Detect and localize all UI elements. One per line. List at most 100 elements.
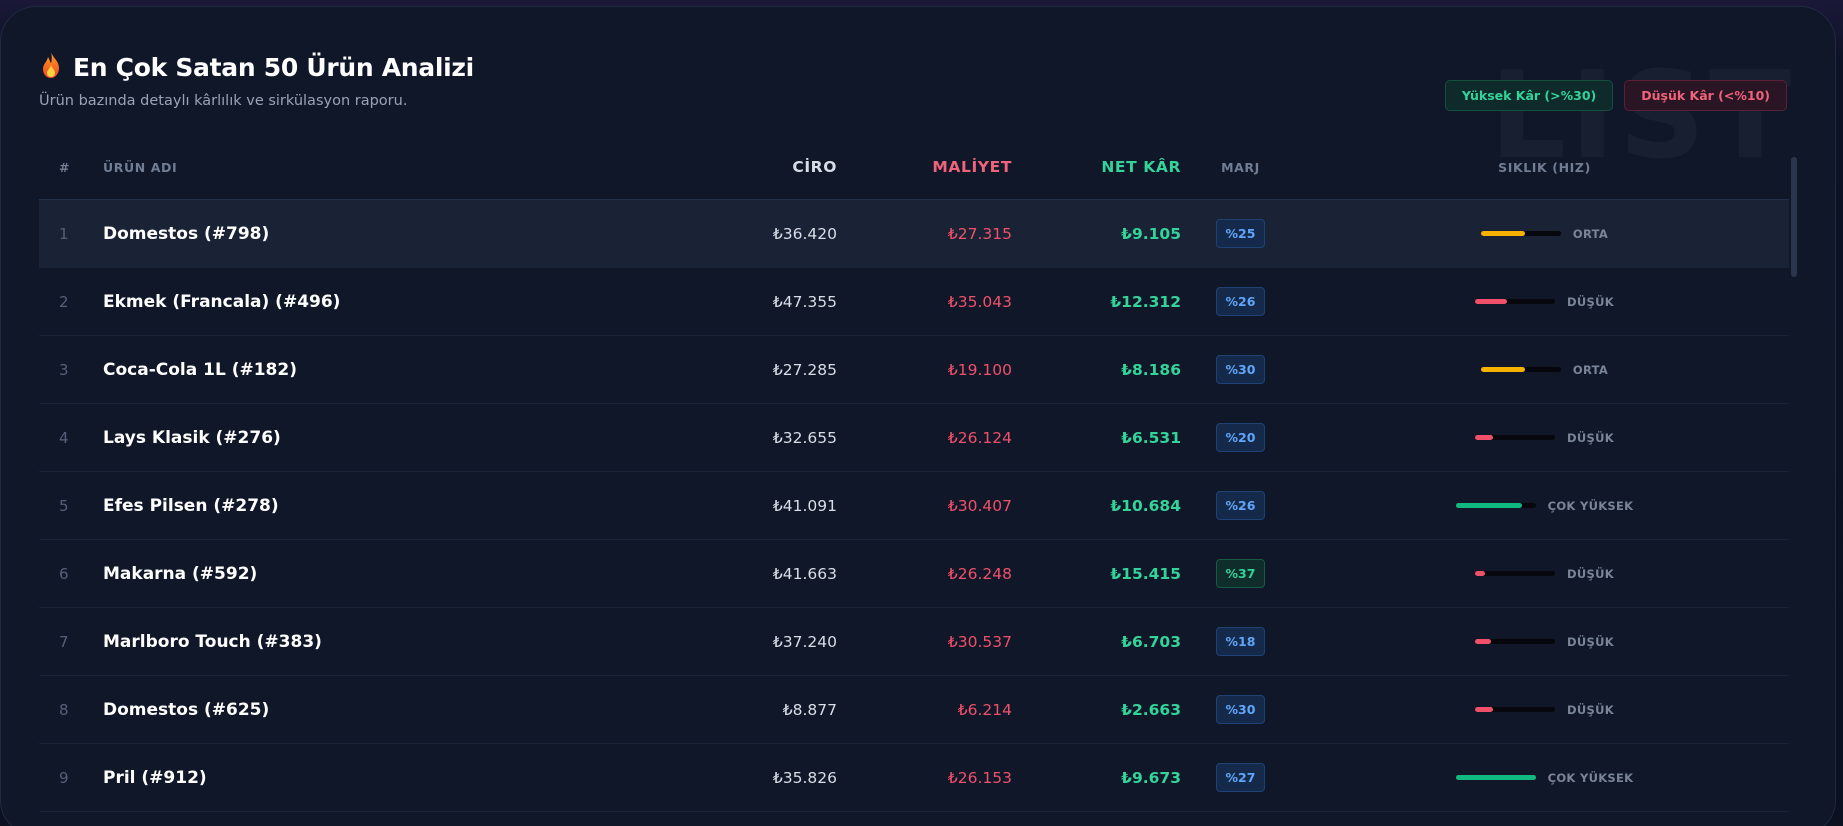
revenue-value: ₺35.826 (772, 768, 837, 787)
table-row[interactable]: 9 Pril (#912) ₺35.826 ₺26.153 ₺9.673 %27… (39, 744, 1789, 812)
revenue-value: ₺37.240 (772, 632, 837, 651)
net-profit-value: ₺12.312 (1110, 292, 1181, 311)
cost-value: ₺26.248 (947, 564, 1012, 583)
table-row[interactable]: 7 Marlboro Touch (#383) ₺37.240 ₺30.537 … (39, 608, 1789, 676)
net-profit-value: ₺6.703 (1121, 632, 1181, 651)
margin-cell: %37 (1181, 559, 1300, 588)
revenue-value: ₺47.355 (772, 292, 837, 311)
margin-cell: %20 (1181, 423, 1300, 452)
revenue-value: ₺36.420 (772, 224, 837, 243)
frequency-label: DÜŞÜK (1567, 566, 1614, 581)
net-profit-value: ₺6.531 (1121, 428, 1181, 447)
margin-cell: %27 (1181, 763, 1300, 792)
report-panel: LIST En Çok Satan 50 Ürün Analizi Ürün b… (0, 6, 1836, 826)
col-index[interactable]: # (59, 159, 71, 175)
cost-value: ₺26.153 (947, 768, 1012, 787)
frequency-bar (1475, 571, 1556, 576)
col-margin[interactable]: MARJ (1221, 159, 1260, 175)
fire-icon (39, 51, 63, 83)
table-header: # ÜRÜN ADI CİRO MALİYET NET KÂR MARJ SIK… (39, 135, 1789, 200)
table-scrollbar[interactable] (1791, 157, 1797, 277)
table-body: 1 Domestos (#798) ₺36.420 ₺27.315 ₺9.105… (39, 200, 1789, 812)
table-row[interactable]: 5 Efes Pilsen (#278) ₺41.091 ₺30.407 ₺10… (39, 472, 1789, 540)
margin-cell: %26 (1181, 491, 1300, 520)
frequency-bar-fill (1480, 231, 1525, 236)
revenue-value: ₺27.285 (772, 360, 837, 379)
net-profit-value: ₺8.186 (1121, 360, 1181, 379)
col-product-name[interactable]: ÜRÜN ADI (103, 159, 178, 175)
frequency-bar (1480, 367, 1561, 372)
frequency-indicator: ORTA (1480, 363, 1608, 377)
row-index: 6 (59, 564, 69, 583)
products-table: # ÜRÜN ADI CİRO MALİYET NET KÂR MARJ SIK… (39, 135, 1789, 812)
product-name: Pril (#912) (103, 767, 207, 788)
col-cost[interactable]: MALİYET (932, 158, 1012, 176)
row-index: 9 (59, 768, 69, 787)
net-profit-value: ₺2.663 (1121, 700, 1181, 719)
cost-value: ₺6.214 (957, 700, 1012, 719)
profit-legend: Yüksek Kâr (>%30) Düşük Kâr (<%10) (1444, 80, 1787, 111)
cost-value: ₺27.315 (947, 224, 1012, 243)
frequency-indicator: DÜŞÜK (1475, 703, 1614, 717)
frequency-indicator: ORTA (1480, 226, 1609, 241)
margin-badge: %25 (1215, 219, 1266, 248)
margin-badge: %18 (1215, 627, 1266, 656)
margin-cell: %30 (1181, 355, 1300, 384)
frequency-bar-fill (1475, 707, 1494, 712)
cost-value: ₺30.537 (947, 632, 1012, 651)
frequency-label: ORTA (1572, 226, 1609, 241)
col-revenue[interactable]: CİRO (792, 158, 837, 176)
low-profit-filter[interactable]: Düşük Kâr (<%10) (1624, 80, 1787, 111)
product-name: Domestos (#625) (103, 699, 270, 720)
frequency-bar-fill (1475, 299, 1508, 304)
frequency-cell: DÜŞÜK (1300, 295, 1789, 309)
frequency-cell: ORTA (1300, 227, 1789, 241)
frequency-indicator: DÜŞÜK (1475, 635, 1614, 649)
col-frequency[interactable]: SIKLIK (HIZ) (1498, 159, 1591, 175)
table-row[interactable]: 3 Coca-Cola 1L (#182) ₺27.285 ₺19.100 ₺8… (39, 336, 1789, 404)
frequency-cell: DÜŞÜK (1300, 703, 1789, 717)
frequency-bar (1455, 503, 1536, 508)
frequency-bar-fill (1455, 775, 1536, 780)
product-name: Marlboro Touch (#383) (103, 631, 322, 652)
cost-value: ₺19.100 (947, 360, 1012, 379)
frequency-bar-fill (1480, 367, 1525, 372)
revenue-value: ₺32.655 (772, 428, 837, 447)
revenue-value: ₺41.091 (772, 496, 837, 515)
table-row[interactable]: 2 Ekmek (Francala) (#496) ₺47.355 ₺35.04… (39, 268, 1789, 336)
col-net-profit[interactable]: NET KÂR (1101, 158, 1181, 176)
row-index: 3 (59, 360, 69, 379)
margin-badge: %37 (1215, 559, 1266, 588)
product-name: Coca-Cola 1L (#182) (103, 359, 297, 380)
margin-badge: %26 (1215, 491, 1266, 520)
report-header: En Çok Satan 50 Ürün Analizi Ürün bazınd… (39, 51, 474, 109)
frequency-indicator: ÇOK YÜKSEK (1455, 770, 1634, 785)
frequency-cell: DÜŞÜK (1300, 567, 1789, 581)
row-index: 5 (59, 496, 69, 515)
frequency-label: ÇOK YÜKSEK (1547, 498, 1634, 513)
frequency-label: DÜŞÜK (1567, 634, 1614, 649)
frequency-label: ÇOK YÜKSEK (1547, 770, 1634, 785)
frequency-bar-fill (1475, 571, 1486, 576)
net-profit-value: ₺10.684 (1110, 496, 1181, 515)
frequency-bar (1480, 231, 1561, 236)
frequency-bar (1475, 299, 1556, 304)
frequency-bar-fill (1475, 639, 1492, 644)
table-row[interactable]: 6 Makarna (#592) ₺41.663 ₺26.248 ₺15.415… (39, 540, 1789, 608)
frequency-label: DÜŞÜK (1567, 430, 1614, 445)
frequency-cell: ÇOK YÜKSEK (1300, 771, 1789, 785)
margin-badge: %27 (1215, 763, 1266, 792)
high-profit-filter[interactable]: Yüksek Kâr (>%30) (1444, 80, 1614, 111)
product-name: Efes Pilsen (#278) (103, 495, 279, 516)
page-subtitle: Ürün bazında detaylı kârlılık ve sirküla… (39, 93, 408, 109)
product-name: Domestos (#798) (103, 223, 270, 244)
row-index: 4 (59, 428, 69, 447)
table-row[interactable]: 8 Domestos (#625) ₺8.877 ₺6.214 ₺2.663 %… (39, 676, 1789, 744)
frequency-cell: ORTA (1300, 363, 1789, 377)
table-row[interactable]: 4 Lays Klasik (#276) ₺32.655 ₺26.124 ₺6.… (39, 404, 1789, 472)
margin-cell: %18 (1181, 627, 1300, 656)
cost-value: ₺30.407 (947, 496, 1012, 515)
frequency-indicator: ÇOK YÜKSEK (1455, 498, 1634, 513)
revenue-value: ₺41.663 (772, 564, 837, 583)
table-row[interactable]: 1 Domestos (#798) ₺36.420 ₺27.315 ₺9.105… (39, 200, 1789, 268)
